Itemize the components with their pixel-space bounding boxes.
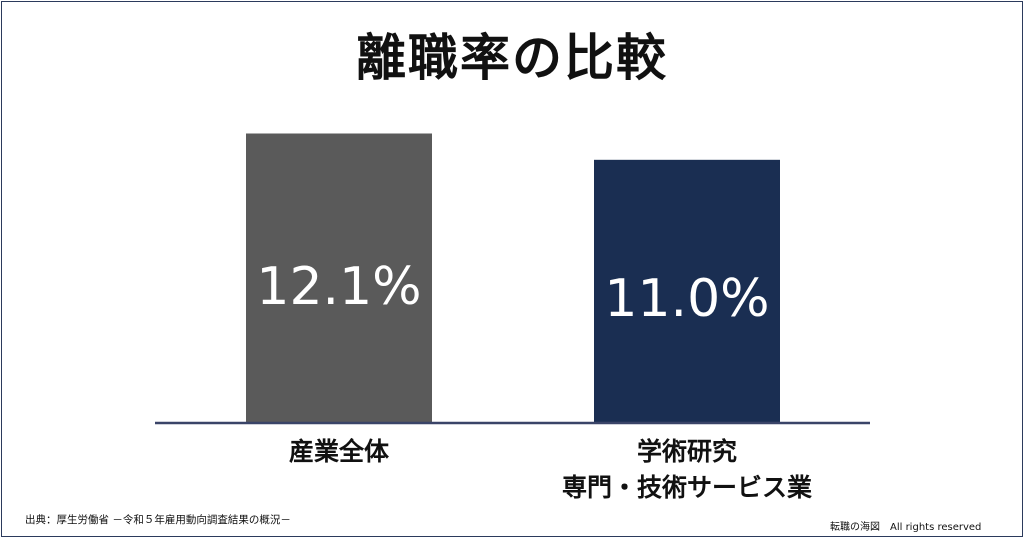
chart-title: 離職率の比較	[356, 29, 668, 87]
bar-2	[594, 159, 780, 423]
data-label-2: 11.0%	[604, 269, 769, 329]
bar-1	[246, 133, 432, 424]
category-label-2-line-1: 学術研究	[637, 437, 737, 466]
data-label-1: 12.1%	[256, 257, 421, 317]
category-label-1-line-1: 産業全体	[289, 437, 390, 466]
category-label-2-line-2: 専門・技術サービス業	[562, 473, 812, 502]
copyright-credit: 転職の海図 All rights reserved	[830, 522, 982, 533]
source-note: 出典：厚生労働省 －令和５年雇用動向調査結果の概況－	[25, 514, 291, 526]
